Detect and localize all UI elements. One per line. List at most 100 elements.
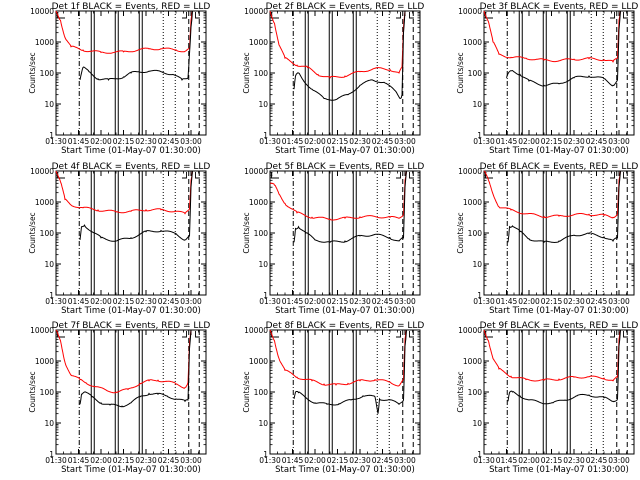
y-tick-label: 1000 xyxy=(463,198,482,207)
lld-series-line xyxy=(269,329,407,387)
x-tick-label: 03:00 xyxy=(180,297,202,306)
y-tick-label: 100 xyxy=(40,229,55,238)
panel-4: Det 4f BLACK = Events, RED = LLD 1 10 100 10… xyxy=(28,162,210,316)
y-tick-label: 100 xyxy=(254,388,269,397)
y-tick-label: 1 xyxy=(477,291,482,300)
plot-frame xyxy=(483,170,635,296)
panel-title: Det 2f BLACK = Events, RED = LLD xyxy=(266,2,425,12)
interval-bracket-marker xyxy=(610,12,615,19)
x-tick-label: 02:00 xyxy=(304,137,326,146)
x-tick-label: 02:15 xyxy=(113,456,135,465)
y-tick-label: 10000 xyxy=(244,167,268,176)
y-tick-label: 1 xyxy=(49,131,54,140)
panel-title: Det 9f BLACK = Events, RED = LLD xyxy=(480,321,639,331)
y-tick-label: 1000 xyxy=(249,357,268,366)
x-tick-label: 03:00 xyxy=(608,297,630,306)
x-tick-label: 02:00 xyxy=(90,137,112,146)
panel-title: Det 7f BLACK = Events, RED = LLD xyxy=(52,321,211,331)
events-series-line xyxy=(293,329,407,414)
x-axis-label: Start Time (01-May-07 01:30:00) xyxy=(489,146,629,156)
y-tick-label: 10 xyxy=(472,419,482,428)
y-tick-label: 10 xyxy=(472,100,482,109)
x-tick-label: 02:00 xyxy=(90,297,112,306)
interval-bracket-marker xyxy=(396,331,401,338)
x-tick-label: 01:45 xyxy=(68,297,90,306)
events-series-line xyxy=(79,170,193,242)
y-tick-label: 1000 xyxy=(35,357,54,366)
y-tick-label: 1 xyxy=(49,450,54,459)
lld-series-line xyxy=(55,10,193,54)
y-tick-label: 10000 xyxy=(30,326,54,335)
x-tick-label: 02:30 xyxy=(349,456,371,465)
panel-3: Det 3f BLACK = Events, RED = LLD 1 10 100 10… xyxy=(456,2,638,156)
x-tick-label: 02:00 xyxy=(518,297,540,306)
x-tick-label: 02:00 xyxy=(518,137,540,146)
x-tick-label: 02:45 xyxy=(586,297,608,306)
x-tick-label: 01:30 xyxy=(45,297,67,306)
x-tick-label: 02:00 xyxy=(518,456,540,465)
y-axis-label: Counts/sec xyxy=(242,52,251,93)
x-axis-label: Start Time (01-May-07 01:30:00) xyxy=(275,146,415,156)
interval-bracket-marker xyxy=(195,172,200,179)
y-tick-label: 1000 xyxy=(249,38,268,47)
x-tick-label: 01:30 xyxy=(259,456,281,465)
interval-bracket-marker xyxy=(182,12,187,19)
y-tick-label: 1 xyxy=(263,291,268,300)
x-tick-label: 02:00 xyxy=(304,297,326,306)
panel-8: Det 8f BLACK = Events, RED = LLD 1 10 100 10… xyxy=(242,321,424,475)
panel-title: Det 8f BLACK = Events, RED = LLD xyxy=(266,321,425,331)
x-tick-label: 02:30 xyxy=(135,137,157,146)
plot-frame xyxy=(483,10,635,136)
x-tick-label: 02:15 xyxy=(541,137,563,146)
events-series-line xyxy=(79,329,192,408)
lld-series-line xyxy=(55,170,193,215)
x-tick-label: 02:00 xyxy=(304,456,326,465)
x-axis-label: Start Time (01-May-07 01:30:00) xyxy=(61,465,201,475)
y-tick-label: 1 xyxy=(263,450,268,459)
events-series-line xyxy=(293,170,407,243)
x-tick-label: 01:45 xyxy=(282,137,304,146)
plot-frame xyxy=(269,170,421,296)
events-series-line xyxy=(506,10,621,87)
x-tick-label: 01:30 xyxy=(45,456,67,465)
x-tick-label: 02:45 xyxy=(372,297,394,306)
interval-bracket-marker xyxy=(623,12,628,19)
plot-frame xyxy=(269,10,421,136)
y-axis-label: Counts/sec xyxy=(456,52,465,93)
y-tick-label: 10 xyxy=(258,419,268,428)
y-tick-label: 10000 xyxy=(30,7,54,16)
x-tick-label: 02:00 xyxy=(90,456,112,465)
x-tick-label: 02:15 xyxy=(327,297,349,306)
x-tick-label: 02:30 xyxy=(349,137,371,146)
y-tick-label: 10 xyxy=(472,260,482,269)
plot-frame xyxy=(269,329,421,455)
panel-2: Det 2f BLACK = Events, RED = LLD 1 10 100 10… xyxy=(242,2,424,156)
plot-frame xyxy=(483,329,635,455)
x-tick-label: 01:45 xyxy=(68,456,90,465)
y-tick-label: 1 xyxy=(263,131,268,140)
interval-bracket-marker xyxy=(623,172,628,179)
panel-title: Det 1f BLACK = Events, RED = LLD xyxy=(52,2,211,12)
interval-bracket-marker xyxy=(195,331,200,338)
y-tick-label: 10000 xyxy=(30,167,54,176)
y-tick-label: 1 xyxy=(477,450,482,459)
plot-frame xyxy=(55,329,207,455)
interval-bracket-marker xyxy=(623,331,628,338)
panel-title: Det 4f BLACK = Events, RED = LLD xyxy=(52,162,211,172)
y-tick-label: 100 xyxy=(468,388,483,397)
x-tick-label: 02:30 xyxy=(563,456,585,465)
x-axis-label: Start Time (01-May-07 01:30:00) xyxy=(275,465,415,475)
interval-bracket-marker xyxy=(409,331,414,338)
interval-bracket-marker xyxy=(610,331,615,338)
y-tick-label: 100 xyxy=(254,229,269,238)
x-tick-label: 01:45 xyxy=(282,297,304,306)
events-series-line xyxy=(293,10,406,101)
x-tick-label: 03:00 xyxy=(394,137,416,146)
x-tick-label: 02:15 xyxy=(113,297,135,306)
interval-bracket-marker xyxy=(182,331,187,338)
lld-series-line xyxy=(483,329,621,382)
x-axis-label: Start Time (01-May-07 01:30:00) xyxy=(275,306,415,316)
y-tick-label: 10 xyxy=(44,260,54,269)
lld-series-line xyxy=(483,170,621,219)
x-tick-label: 01:45 xyxy=(496,456,518,465)
